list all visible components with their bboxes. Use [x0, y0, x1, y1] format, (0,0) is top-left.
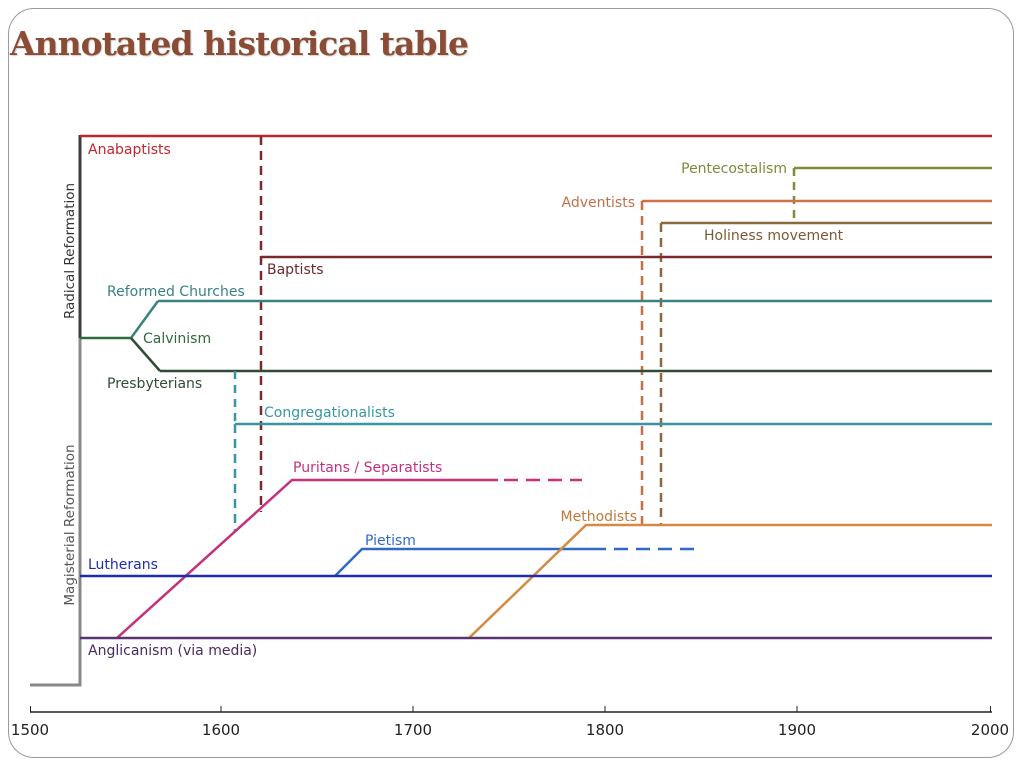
- methodists-label: Methodists: [561, 509, 637, 525]
- radical-reformation-label: Radical Reformation: [62, 183, 78, 319]
- presbyterians-branch: [130, 337, 161, 372]
- magisterial-reformation-bracket: [30, 338, 82, 687]
- calvinism-label: Calvinism: [143, 331, 211, 347]
- axis-tick-labels: 1500 1600 1700 1800 1900 2000: [11, 721, 1009, 739]
- axis-tick-label: 2000: [971, 721, 1009, 739]
- methodists-line: [468, 523, 992, 639]
- presbyterians-label: Presbyterians: [107, 376, 202, 392]
- slide-title: Annotated historical table: [10, 24, 469, 63]
- pietism-label: Pietism: [365, 533, 416, 549]
- congregationalists-label: Congregationalists: [264, 405, 395, 421]
- reformed-churches-branch: [129, 300, 160, 339]
- baptists-label: Baptists: [267, 262, 324, 278]
- axis-tick-label: 1900: [778, 721, 816, 739]
- anglicanism-label: Anglicanism (via media): [88, 643, 257, 659]
- adventists-label: Adventists: [562, 195, 635, 211]
- puritans-separatists-label: Puritans / Separatists: [293, 460, 442, 476]
- magisterial-reformation-label: Magisterial Reformation: [62, 444, 78, 605]
- pentecostalism-label: Pentecostalism: [681, 161, 787, 177]
- slide-frame: [8, 8, 1014, 758]
- lutherans-label: Lutherans: [88, 557, 158, 573]
- anabaptists-label: Anabaptists: [88, 142, 171, 158]
- pietism-line: [334, 547, 592, 577]
- puritans-separatists-line: [116, 478, 498, 639]
- axis-tick-label: 1700: [394, 721, 432, 739]
- axis-tick-label: 1800: [586, 721, 624, 739]
- axis-ticks: [30, 706, 991, 712]
- axis-tick-label: 1500: [11, 721, 49, 739]
- axis-tick-label: 1600: [202, 721, 240, 739]
- holiness-movement-label: Holiness movement: [704, 228, 844, 244]
- reformed-churches-label: Reformed Churches: [107, 284, 245, 300]
